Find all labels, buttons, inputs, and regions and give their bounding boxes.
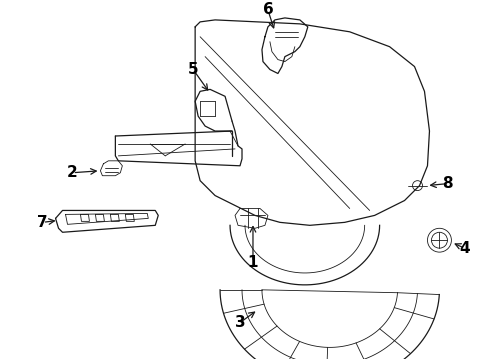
Text: 4: 4: [459, 240, 470, 256]
Text: 3: 3: [235, 315, 245, 330]
Text: 8: 8: [442, 176, 453, 191]
Text: 5: 5: [188, 62, 198, 77]
Text: 2: 2: [67, 165, 78, 180]
Text: 1: 1: [248, 255, 258, 270]
Text: 6: 6: [263, 3, 273, 18]
Text: 7: 7: [37, 215, 48, 230]
